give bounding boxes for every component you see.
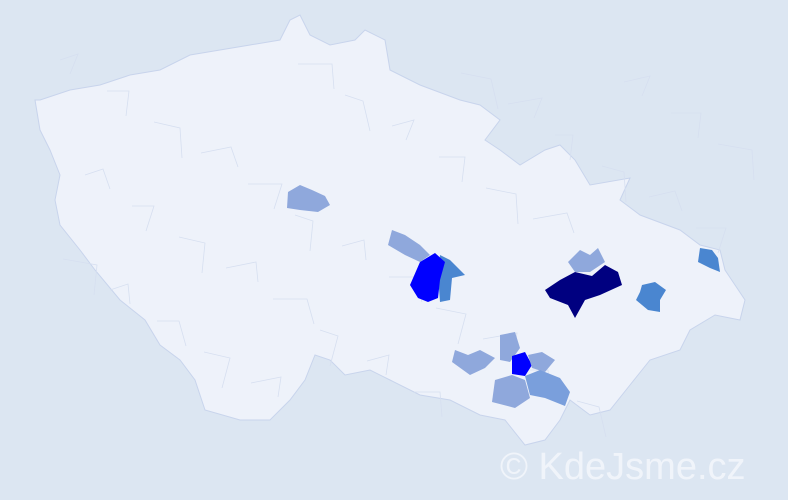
district-border (671, 112, 702, 139)
district-border (294, 214, 314, 252)
district-border (273, 298, 315, 325)
district-border (298, 63, 335, 90)
district-border (344, 94, 371, 132)
district-highlight[interactable] (512, 352, 532, 376)
district-highlight[interactable] (452, 350, 495, 375)
district-border (153, 121, 183, 159)
district-border (601, 165, 627, 203)
district-border (132, 205, 155, 232)
district-border (250, 376, 282, 398)
district-border (439, 156, 466, 183)
district-highlight[interactable] (438, 255, 465, 302)
district-highlight[interactable] (528, 352, 555, 372)
district-border (460, 72, 499, 110)
district-borders (59, 53, 755, 438)
country-outline (34, 14, 746, 446)
district-highlight[interactable] (492, 375, 530, 408)
district-border (341, 239, 367, 261)
district-border (225, 261, 259, 283)
district-border (391, 119, 415, 141)
district-highlight[interactable] (388, 230, 430, 262)
district-border (576, 400, 607, 438)
district-border (178, 236, 206, 274)
district-highlight[interactable] (410, 253, 445, 302)
district-border (59, 53, 79, 75)
district-border (414, 391, 443, 418)
district-highlight[interactable] (500, 332, 520, 362)
district-border (623, 75, 651, 97)
district-border (555, 134, 574, 161)
district-border (62, 258, 98, 296)
district-border (696, 227, 727, 254)
district-highlight[interactable] (525, 370, 570, 406)
district-border (203, 351, 231, 389)
district-border (84, 168, 111, 190)
district-border (248, 183, 283, 210)
district-highlight[interactable] (545, 265, 622, 318)
district-border (507, 97, 543, 119)
district-border (319, 329, 339, 367)
district-highlight[interactable] (568, 248, 605, 272)
district-highlight[interactable] (287, 185, 330, 212)
district-border (157, 320, 187, 347)
district-highlight[interactable] (636, 282, 666, 312)
district-highlight[interactable] (698, 248, 720, 272)
district-border (532, 212, 575, 234)
district-border (107, 90, 130, 117)
district-border (648, 190, 683, 212)
district-border (485, 187, 519, 225)
watermark: © KdeJsme.cz (500, 446, 746, 488)
district-border (717, 143, 755, 181)
district-border (109, 283, 131, 305)
district-border (200, 146, 239, 168)
district-border (366, 354, 390, 376)
district-border (435, 307, 467, 345)
